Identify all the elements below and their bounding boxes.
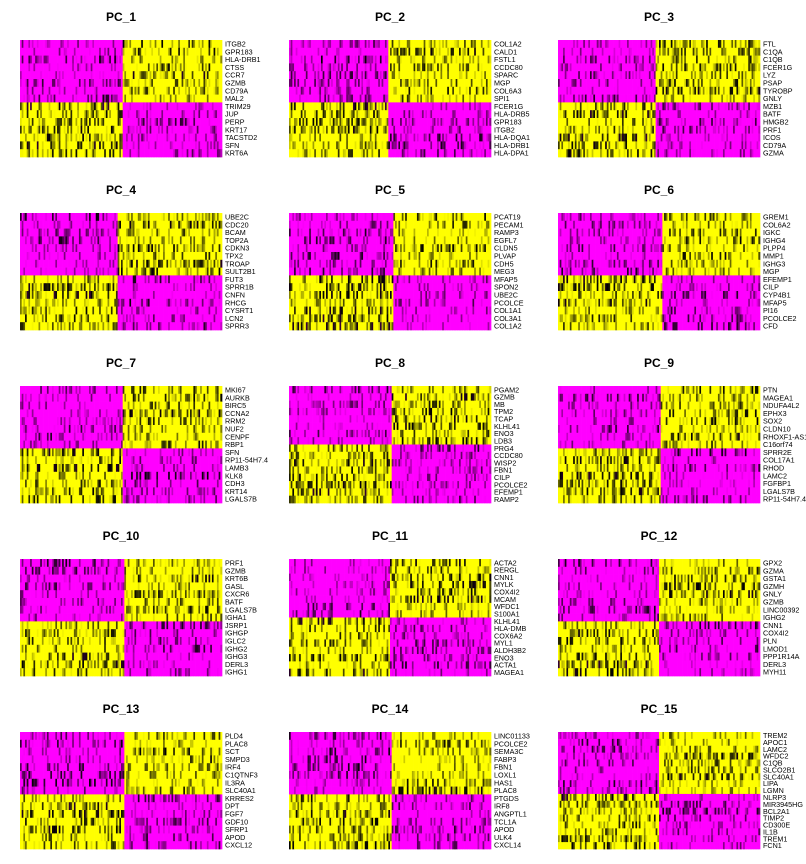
heatmap-cell bbox=[489, 102, 491, 110]
heatmap-body bbox=[558, 40, 760, 157]
panel-title: PC_1 bbox=[106, 10, 136, 24]
heatmap-cell bbox=[758, 71, 760, 79]
heatmap-cell bbox=[489, 71, 491, 79]
heatmap-cell bbox=[489, 87, 491, 95]
heatmap-cell bbox=[758, 48, 760, 56]
heatmap-body bbox=[289, 40, 491, 157]
heatmap-cell bbox=[220, 48, 222, 56]
heatmap-cell bbox=[489, 48, 491, 56]
heatmap-cell bbox=[758, 110, 760, 118]
panel-title: PC_2 bbox=[375, 10, 405, 24]
heatmap-cell bbox=[758, 87, 760, 95]
heatmap-cell bbox=[220, 40, 222, 48]
heatmap-cell bbox=[220, 71, 222, 79]
heatmap-cell bbox=[489, 118, 491, 126]
heatmap-cell bbox=[220, 63, 222, 71]
heatmap-cell bbox=[220, 95, 222, 103]
heatmap-cell bbox=[489, 79, 491, 87]
heatmap-cell bbox=[220, 79, 222, 87]
heatmap-cell bbox=[489, 141, 491, 149]
heatmap-cell bbox=[489, 149, 491, 157]
heatmap-cell bbox=[758, 118, 760, 126]
heatmap-panel-pc-2: PC_2COL1A2CALD1FSTL1CCDC80SPARCMGPCOL6A3… bbox=[289, 10, 530, 158]
heatmap-cell bbox=[489, 95, 491, 103]
heatmap-cell bbox=[758, 56, 760, 64]
heatmap-body bbox=[20, 40, 222, 157]
heatmap-panel-pc-1: PC_1ITGB2GPR183HLA-DRB1CTSSCCR7GZMBCD79A… bbox=[20, 10, 261, 158]
gene-label: HLA-DPA1 bbox=[494, 149, 529, 158]
heatmap-cell bbox=[220, 87, 222, 95]
heatmap-cell bbox=[220, 141, 222, 149]
heatmap-cell bbox=[489, 126, 491, 134]
heatmap-cell bbox=[489, 110, 491, 118]
heatmap-cell bbox=[489, 63, 491, 71]
heatmap-panel-pc-3: PC_3FTLC1QAC1QBFCER1GLYZPSAPTYROBPGNLYMZ… bbox=[558, 10, 793, 158]
heatmap-cell bbox=[758, 63, 760, 71]
heatmap-cell bbox=[220, 118, 222, 126]
heatmap-cell bbox=[758, 95, 760, 103]
heatmap-cell bbox=[220, 149, 222, 157]
heatmap-cell bbox=[758, 79, 760, 87]
heatmap-cell bbox=[220, 110, 222, 118]
heatmap-cell bbox=[758, 102, 760, 110]
heatmap-cell bbox=[220, 102, 222, 110]
heatmap-cell bbox=[220, 126, 222, 134]
heatmap-cell bbox=[220, 134, 222, 142]
heatmap-cell bbox=[489, 134, 491, 142]
panel-title: PC_3 bbox=[644, 10, 674, 24]
heatmap-cell bbox=[758, 40, 760, 48]
gene-label: KRT6A bbox=[225, 149, 248, 158]
heatmap-cell bbox=[489, 40, 491, 48]
heatmap-cell bbox=[220, 56, 222, 64]
heatmap-cell bbox=[489, 56, 491, 64]
